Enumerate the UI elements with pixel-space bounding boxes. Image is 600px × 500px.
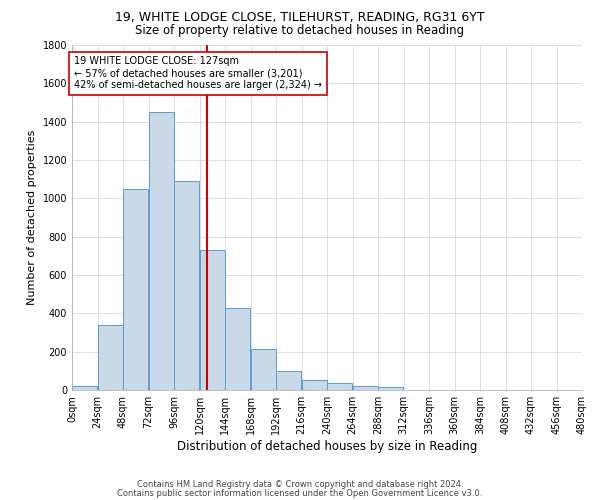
Text: Contains public sector information licensed under the Open Government Licence v3: Contains public sector information licen… xyxy=(118,488,482,498)
Text: Size of property relative to detached houses in Reading: Size of property relative to detached ho… xyxy=(136,24,464,37)
X-axis label: Distribution of detached houses by size in Reading: Distribution of detached houses by size … xyxy=(177,440,477,452)
Bar xyxy=(174,181,199,390)
Bar xyxy=(353,386,378,390)
Y-axis label: Number of detached properties: Number of detached properties xyxy=(27,130,37,305)
Bar xyxy=(200,250,225,390)
Bar xyxy=(225,308,250,390)
Bar xyxy=(276,371,301,390)
Bar xyxy=(378,387,403,390)
Bar xyxy=(327,384,352,390)
Bar xyxy=(98,325,123,390)
Bar xyxy=(72,386,97,390)
Text: Contains HM Land Registry data © Crown copyright and database right 2024.: Contains HM Land Registry data © Crown c… xyxy=(137,480,463,489)
Bar xyxy=(302,380,327,390)
Bar xyxy=(149,112,174,390)
Text: 19 WHITE LODGE CLOSE: 127sqm
← 57% of detached houses are smaller (3,201)
42% of: 19 WHITE LODGE CLOSE: 127sqm ← 57% of de… xyxy=(74,56,322,90)
Text: 19, WHITE LODGE CLOSE, TILEHURST, READING, RG31 6YT: 19, WHITE LODGE CLOSE, TILEHURST, READIN… xyxy=(115,12,485,24)
Bar xyxy=(251,349,276,390)
Bar xyxy=(123,188,148,390)
